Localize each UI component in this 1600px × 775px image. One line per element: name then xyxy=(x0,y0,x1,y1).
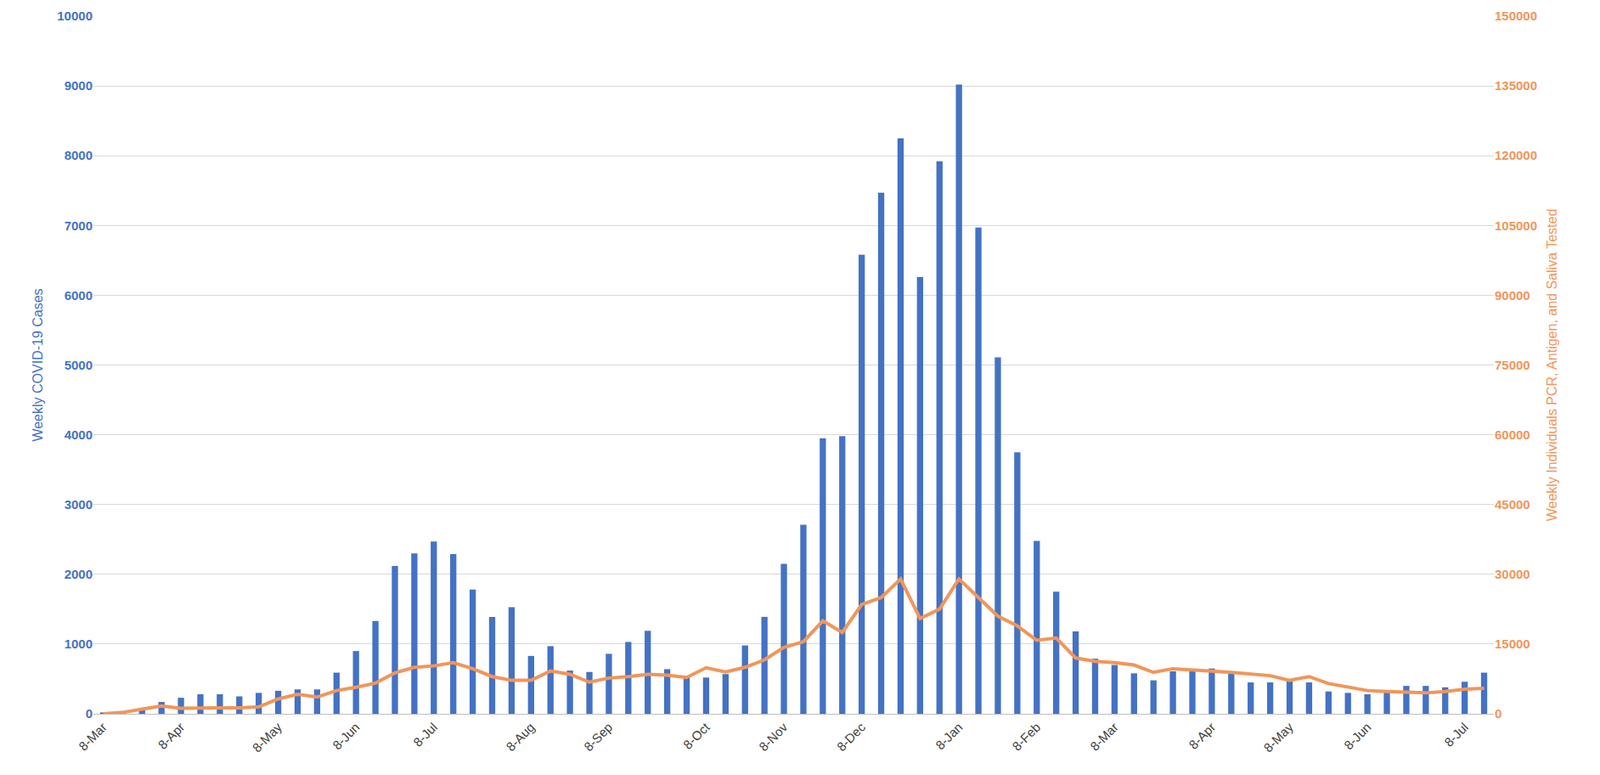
svg-text:8-Jun: 8-Jun xyxy=(1340,719,1375,753)
svg-text:75000: 75000 xyxy=(1494,357,1531,372)
svg-text:5000: 5000 xyxy=(64,357,93,372)
svg-text:60000: 60000 xyxy=(1494,427,1531,442)
svg-text:8-May: 8-May xyxy=(249,719,286,755)
svg-text:8-Jun: 8-Jun xyxy=(329,719,363,753)
svg-text:8-Dec: 8-Dec xyxy=(833,719,869,755)
svg-text:8-Mar: 8-Mar xyxy=(75,719,110,754)
svg-text:Weekly Individuals PCR, Antige: Weekly Individuals PCR, Antigen, and Sal… xyxy=(1544,208,1560,522)
svg-text:15000: 15000 xyxy=(1494,636,1531,651)
svg-text:8-May: 8-May xyxy=(1260,719,1296,755)
svg-text:45000: 45000 xyxy=(1494,496,1531,512)
svg-text:8-Jan: 8-Jan xyxy=(932,719,966,753)
svg-text:8-Feb: 8-Feb xyxy=(1008,719,1043,754)
svg-text:Weekly COVID-19 Cases: Weekly COVID-19 Cases xyxy=(30,287,46,441)
svg-text:120000: 120000 xyxy=(1494,147,1538,163)
svg-text:8-Apr: 8-Apr xyxy=(155,719,188,752)
svg-text:135000: 135000 xyxy=(1494,78,1538,93)
svg-text:0: 0 xyxy=(85,705,93,721)
svg-text:2000: 2000 xyxy=(64,566,93,581)
svg-text:8-Jul: 8-Jul xyxy=(410,719,440,750)
svg-text:8-Oct: 8-Oct xyxy=(680,718,714,752)
svg-text:6000: 6000 xyxy=(64,287,93,303)
svg-text:90000: 90000 xyxy=(1494,287,1531,303)
svg-text:9000: 9000 xyxy=(64,78,93,93)
svg-text:8-Nov: 8-Nov xyxy=(755,719,791,755)
svg-text:8-Sep: 8-Sep xyxy=(580,719,615,754)
svg-text:3000: 3000 xyxy=(64,496,93,512)
svg-text:1000: 1000 xyxy=(64,636,93,651)
svg-text:150000: 150000 xyxy=(1494,8,1538,23)
svg-text:8000: 8000 xyxy=(64,147,93,163)
svg-text:4000: 4000 xyxy=(64,427,93,442)
svg-text:105000: 105000 xyxy=(1494,218,1538,233)
svg-text:0: 0 xyxy=(1494,705,1502,721)
svg-text:10000: 10000 xyxy=(56,8,93,23)
svg-text:8-Aug: 8-Aug xyxy=(502,719,537,754)
svg-text:8-Mar: 8-Mar xyxy=(1087,719,1122,754)
svg-text:8-Apr: 8-Apr xyxy=(1185,719,1218,752)
svg-text:8-Jul: 8-Jul xyxy=(1441,719,1471,750)
svg-text:30000: 30000 xyxy=(1494,566,1531,581)
svg-text:7000: 7000 xyxy=(64,218,93,233)
